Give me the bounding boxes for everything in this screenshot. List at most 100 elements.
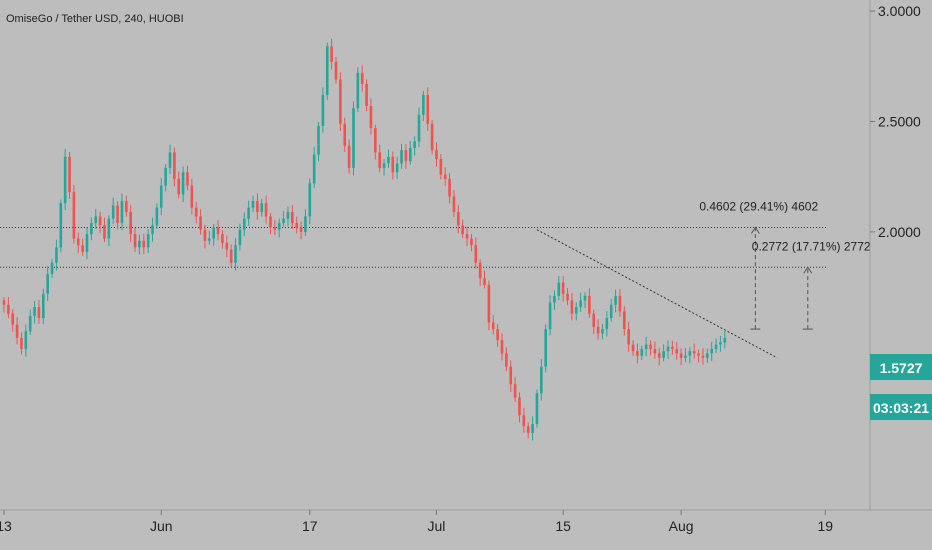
candle-body	[20, 337, 23, 349]
candle-body	[408, 147, 412, 162]
candle-body	[317, 125, 320, 155]
candle-body	[496, 329, 499, 341]
candle-body	[50, 262, 54, 274]
candle-body	[321, 94, 325, 126]
candle-body	[120, 200, 124, 224]
candle-body	[491, 322, 495, 330]
candle-body	[723, 337, 727, 343]
candle-body	[111, 205, 115, 219]
candle-body	[378, 152, 381, 168]
candle-body	[234, 245, 237, 263]
candle-body	[190, 185, 194, 208]
candle-body	[352, 108, 355, 168]
candle-body	[116, 205, 119, 224]
candle-body	[518, 397, 521, 416]
candle-body	[487, 284, 491, 323]
candle-body	[531, 424, 534, 433]
candle-body	[159, 185, 163, 208]
candle-body	[636, 351, 639, 356]
candle-body	[688, 351, 692, 356]
candle-body	[164, 167, 167, 186]
last-price-label: 1.5727	[880, 360, 923, 376]
candle-body	[426, 94, 430, 124]
measure-arrow	[803, 266, 813, 274]
candle-body	[509, 366, 513, 385]
candle-body	[151, 225, 154, 235]
candle-body	[330, 46, 333, 62]
candle-body	[15, 324, 19, 338]
candle-body	[474, 245, 478, 263]
candle-body	[282, 218, 285, 224]
time-axis: 13 Jun 17 Jul 15 Aug 19	[0, 510, 833, 534]
candle-body	[98, 216, 102, 226]
candle-body	[684, 355, 687, 358]
candle-body	[85, 234, 89, 252]
candle-body	[81, 245, 84, 252]
candle-body	[395, 163, 399, 173]
candle-body	[308, 183, 312, 217]
candle-body	[168, 152, 172, 168]
candle-body	[155, 207, 159, 226]
candle-body	[675, 348, 679, 354]
candle-body	[452, 196, 456, 213]
candle-body	[439, 159, 443, 175]
candle-body	[387, 156, 390, 164]
candle-body	[579, 300, 582, 308]
candle-body	[679, 353, 683, 358]
candle-body	[649, 344, 652, 349]
candle-body	[605, 318, 609, 330]
candle-body	[422, 94, 425, 115]
candle-body	[212, 227, 215, 239]
candle-body	[142, 240, 146, 248]
candle-body	[2, 300, 6, 305]
candle-body	[369, 106, 373, 129]
candle-body	[299, 227, 303, 232]
candle-body	[657, 353, 661, 358]
candle-body	[72, 192, 76, 239]
candle-body	[710, 348, 713, 354]
candle-body	[701, 355, 705, 358]
candle-body	[94, 216, 98, 224]
candle-body	[443, 174, 447, 179]
candle-body	[181, 172, 185, 195]
candle-body	[417, 114, 421, 142]
candle-body	[588, 295, 591, 314]
candle-body	[706, 353, 709, 358]
candle-body	[256, 200, 259, 213]
candle-body	[391, 156, 395, 173]
candle-body	[129, 212, 132, 235]
last-price-badge	[870, 354, 932, 380]
candle-body	[505, 353, 508, 367]
candle-body	[614, 295, 617, 305]
candle-body	[291, 212, 294, 224]
candle-body	[264, 203, 268, 217]
candle-body	[325, 46, 329, 95]
candle-body	[557, 282, 561, 296]
candle-body	[644, 344, 648, 349]
candle-body	[312, 154, 316, 184]
x-tick-label: 17	[302, 518, 318, 534]
candle-body	[596, 326, 600, 334]
measurement-group: 0.4602 (29.41%) 4602 0.2772 (17.71%) 2772	[699, 199, 871, 330]
candle-body	[138, 240, 141, 248]
candle-body	[478, 262, 482, 279]
candle-body	[623, 311, 626, 330]
candle-body	[374, 128, 377, 153]
candle-body	[640, 348, 644, 356]
candle-body	[653, 348, 657, 354]
candle-body	[627, 329, 630, 345]
candle-body	[242, 218, 246, 230]
measure-label: 0.4602 (29.41%) 4602	[699, 199, 818, 213]
candle-body	[457, 212, 460, 226]
candle-body	[618, 295, 622, 312]
candle-body	[55, 247, 58, 263]
x-tick-label: Aug	[669, 518, 694, 534]
candle-body	[295, 223, 298, 228]
candle-body	[194, 207, 198, 217]
candle-body	[33, 307, 36, 316]
candle-body	[513, 384, 517, 398]
candle-body	[526, 426, 530, 433]
